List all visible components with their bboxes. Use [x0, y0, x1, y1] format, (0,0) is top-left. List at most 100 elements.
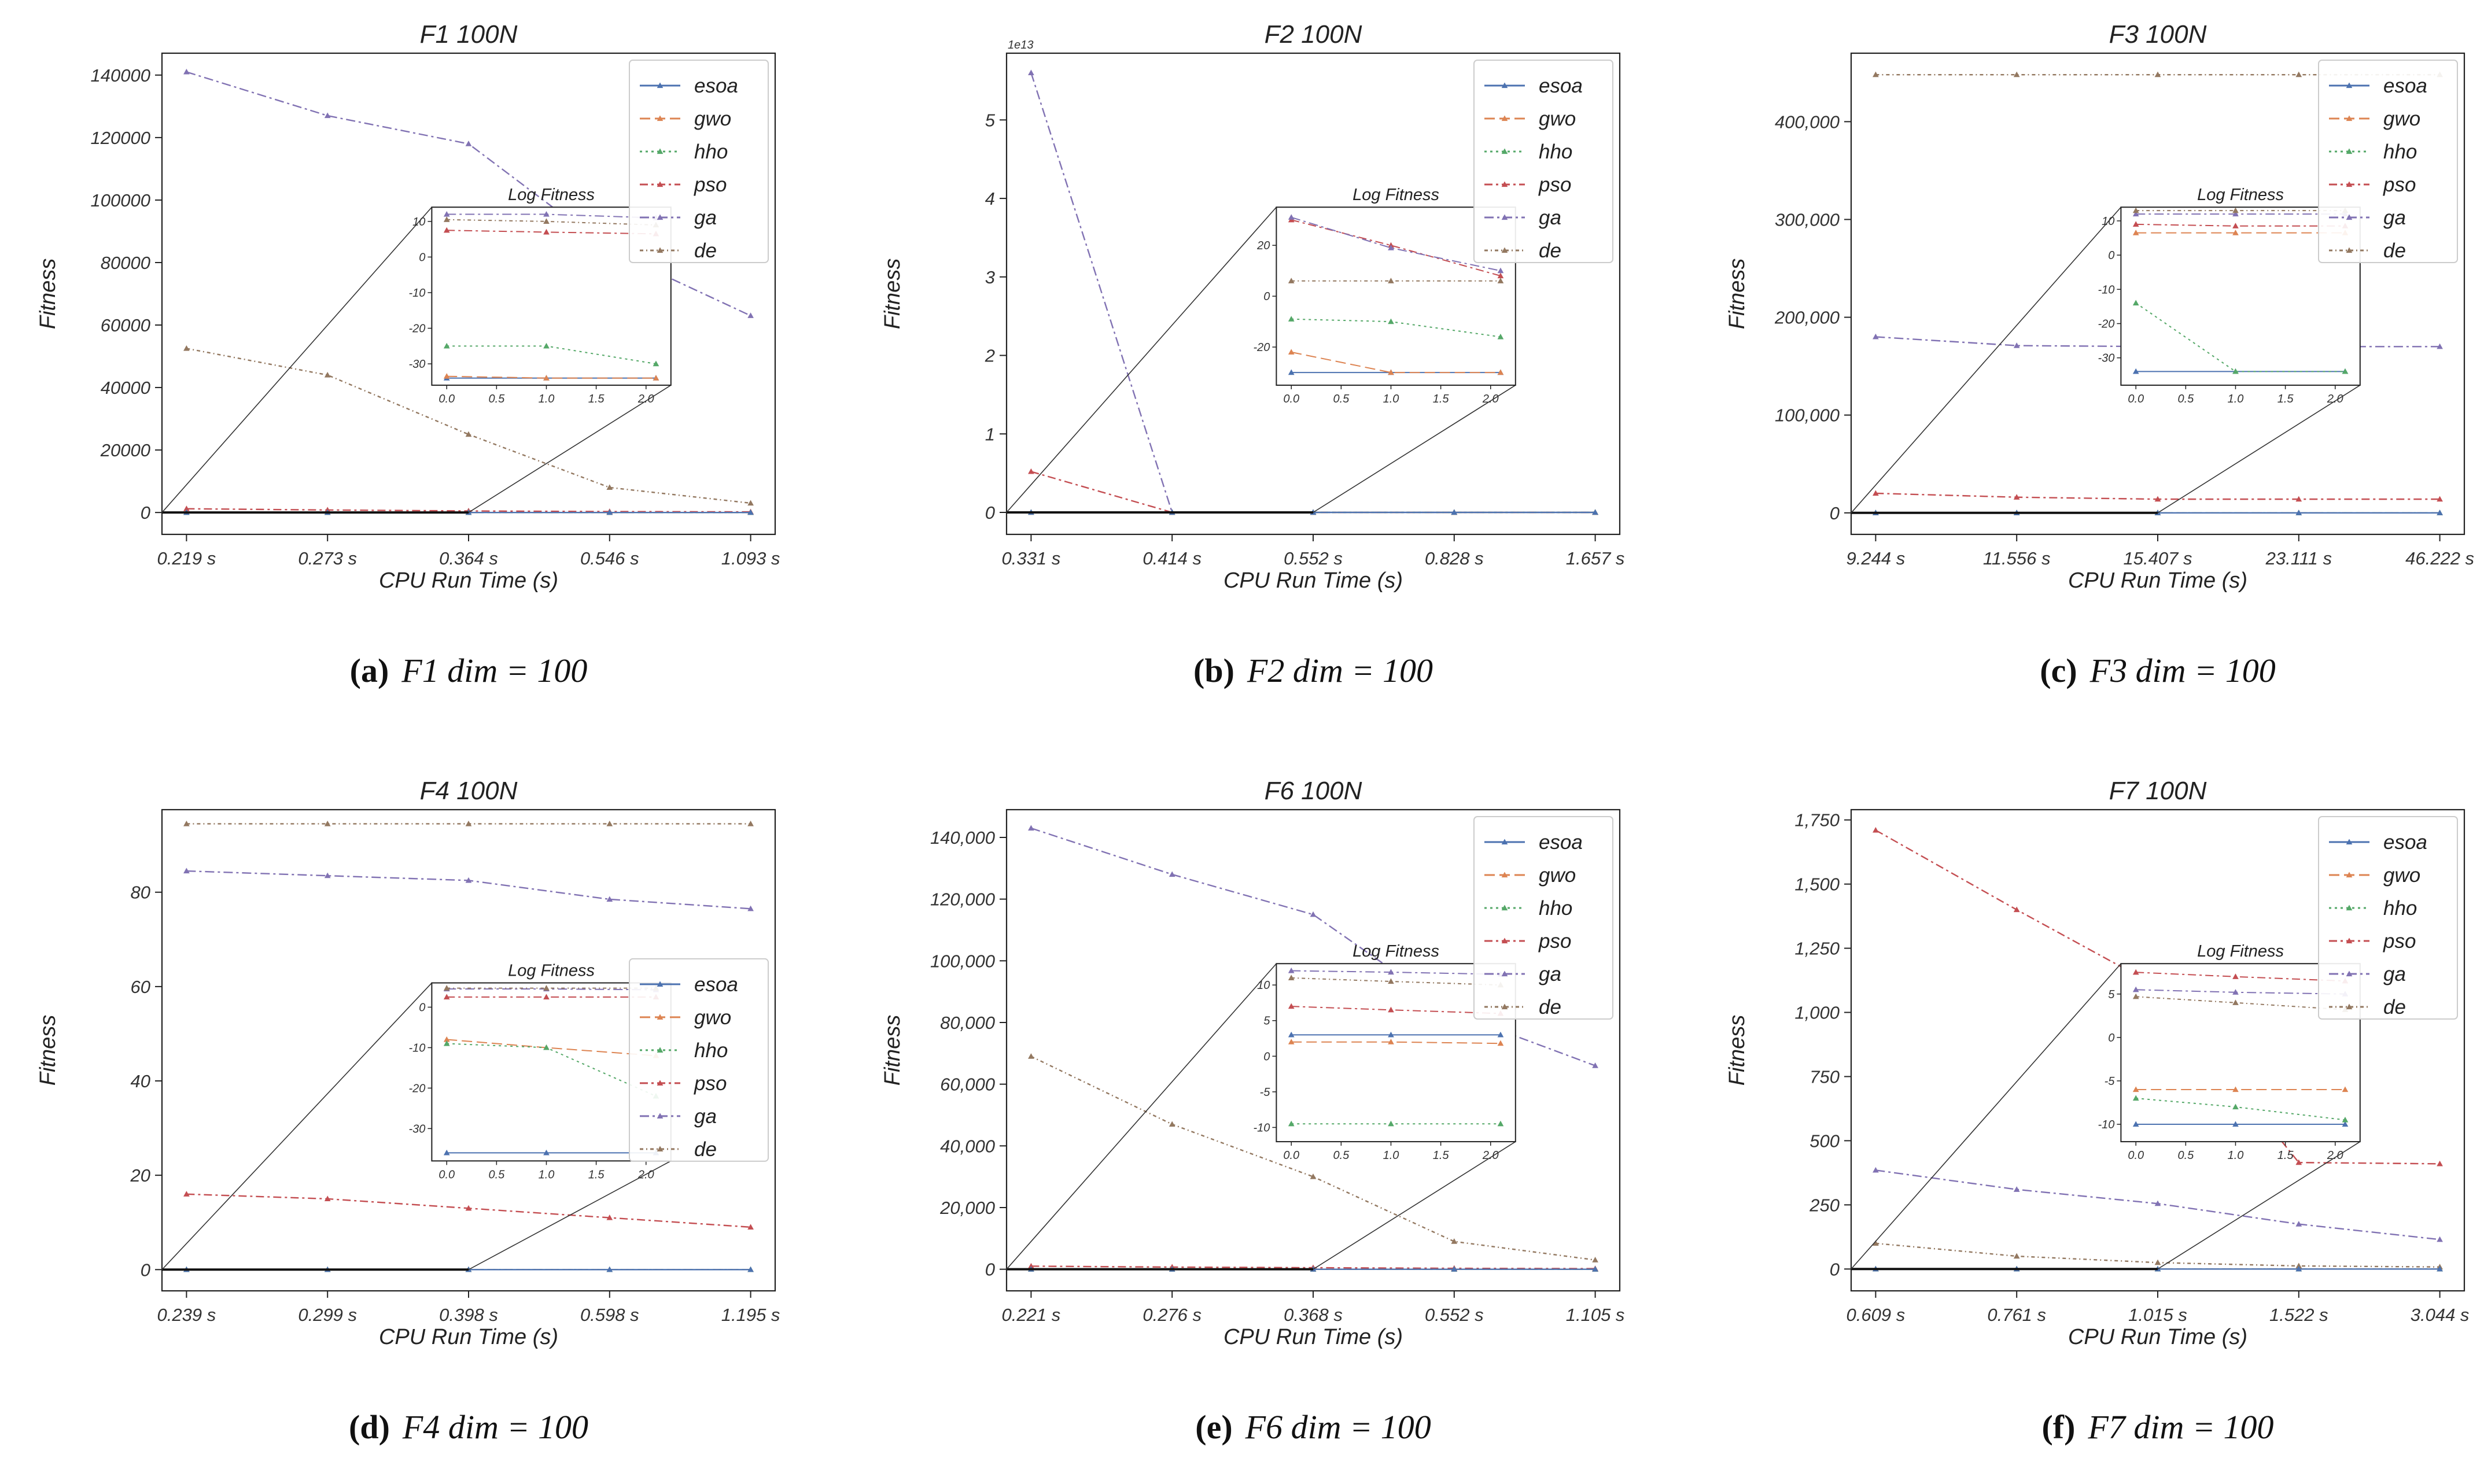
caption-text: F4 dim = 100: [402, 1408, 588, 1446]
chart-title: F7 100N: [2109, 777, 2207, 805]
inset-data-point-pso: [2132, 969, 2139, 975]
x-tick-label: 1.657 s: [1566, 548, 1625, 569]
inset-data-point-hho: [2232, 1103, 2239, 1110]
legend: esoa gwo hho pso ga de: [629, 958, 769, 1162]
data-point-esoa: [2295, 1265, 2302, 1272]
inset-y-tick-label: -30: [408, 1123, 425, 1135]
y-tick-label: 1,250: [1794, 939, 1840, 959]
data-point-ga: [2013, 342, 2020, 348]
subplot-4: F4 100N 0 20 40 60 80 0.239 s 0.299 s 0.398 s 0.5…: [36, 777, 780, 1446]
zoom-connector: [1313, 385, 1516, 513]
legend-marker-de: [657, 1146, 664, 1152]
caption-text: F1 dim = 100: [401, 652, 587, 689]
legend-label-pso: pso: [694, 173, 727, 196]
inset-data-point-hho: [2132, 1095, 2139, 1101]
y-tick-label: 0: [1830, 503, 1840, 523]
data-point-ga: [2295, 1221, 2302, 1227]
legend-label-esoa: esoa: [1539, 831, 1583, 854]
legend-marker-gwo: [2346, 872, 2353, 878]
x-tick-label: 46.222 s: [2405, 548, 2474, 569]
inset-data-point-gwo: [443, 373, 450, 379]
inset-x-tick-label: 0.5: [1333, 1149, 1350, 1162]
y-tick-label: 1: [985, 424, 995, 444]
legend-label-de: de: [1539, 239, 1561, 262]
inset-data-point-de: [2232, 999, 2239, 1005]
inset-y-tick-label: -30: [2098, 352, 2114, 365]
inset-x-tick-label: 0.0: [438, 1168, 455, 1181]
inset-y-tick-label: 20: [1256, 239, 1270, 252]
inset-data-point-esoa: [543, 1149, 550, 1156]
legend-label-pso: pso: [694, 1072, 727, 1095]
data-point-de: [1310, 1173, 1317, 1179]
x-axis-label: CPU Run Time (s): [1223, 1325, 1403, 1349]
inset-data-point-hho: [443, 1040, 450, 1046]
inset-data-point-de: [543, 218, 550, 224]
inset-y-tick-label: 10: [412, 216, 425, 228]
legend-marker-ga: [1501, 214, 1508, 220]
inset-data-point-de: [2232, 207, 2239, 213]
inset-data-point-pso: [1288, 1003, 1295, 1009]
data-point-ga: [2013, 1186, 2020, 1192]
subfigure-caption: (c) F3 dim = 100: [2040, 652, 2275, 689]
inset-x-tick-label: 0.0: [2128, 1149, 2144, 1162]
inset-x-tick-label: 2.0: [637, 393, 654, 405]
legend-marker-de: [1501, 1003, 1508, 1010]
y-tick-label: 20: [130, 1165, 150, 1186]
inset-data-point-gwo: [653, 375, 659, 381]
data-point-ga: [1592, 1062, 1598, 1068]
legend-label-hho: hho: [1539, 897, 1572, 920]
inset-y-tick-label: 0: [2108, 1032, 2114, 1044]
y-tick-label: 250: [1809, 1195, 1840, 1215]
inset-data-point-hho: [543, 342, 550, 349]
data-point-pso: [1873, 490, 1879, 496]
x-tick-label: 0.299 s: [298, 1305, 357, 1325]
inset-data-point-de: [1288, 974, 1295, 980]
y-axis-label: Fitness: [1725, 259, 1749, 329]
chart-title: F2 100N: [1265, 20, 1362, 49]
y-axis-label: Fitness: [1725, 1015, 1749, 1086]
inset-data-point-ga: [2232, 989, 2239, 995]
inset-data-point-pso: [1388, 1006, 1394, 1013]
legend-label-pso: pso: [1538, 930, 1571, 953]
legend-label-hho: hho: [694, 141, 728, 163]
inset-data-point-esoa: [1497, 1031, 1504, 1038]
x-tick-label: 0.414 s: [1143, 548, 1202, 569]
subfigure-caption: (f) F7 dim = 100: [2041, 1408, 2273, 1446]
inset-data-point-gwo: [1388, 1039, 1394, 1044]
x-tick-label: 0.368 s: [1284, 1305, 1343, 1325]
inset-data-point-pso: [543, 994, 550, 1000]
y-tick-label: 750: [1809, 1066, 1840, 1087]
inset-data-point-gwo: [2132, 230, 2139, 235]
zoom-connector: [1006, 963, 1277, 1270]
x-tick-label: 0.239 s: [157, 1305, 216, 1325]
caption-letter: (e): [1195, 1408, 1232, 1446]
data-point-de: [747, 500, 754, 506]
legend-marker-pso: [2346, 937, 2353, 944]
y-tick-label: 100,000: [930, 951, 995, 971]
caption-text: F6 dim = 100: [1245, 1408, 1431, 1446]
inset-title: Log Fitness: [1352, 942, 1439, 961]
legend-label-hho: hho: [2383, 141, 2417, 163]
legend-marker-de: [657, 247, 664, 253]
inset-data-point-pso: [443, 227, 450, 233]
legend-label-gwo: gwo: [694, 1006, 731, 1029]
legend-marker-ga: [2346, 214, 2353, 220]
y-axis-label: Fitness: [880, 1015, 905, 1086]
inset-title: Log Fitness: [2197, 942, 2284, 961]
legend-label-gwo: gwo: [2383, 108, 2420, 130]
inset-title: Log Fitness: [2197, 186, 2284, 204]
x-tick-label: 0.398 s: [439, 1305, 498, 1325]
data-point-de: [2013, 1253, 2020, 1259]
y-tick-label: 60: [131, 977, 150, 997]
data-point-pso: [1028, 468, 1034, 474]
zoom-connector: [1851, 206, 2121, 514]
x-tick-label: 1.195 s: [721, 1305, 780, 1325]
series-line-ga: [1031, 827, 1596, 1066]
y-tick-label: 200,000: [1774, 308, 1840, 328]
inset-x-tick-label: 2.0: [637, 1168, 654, 1181]
data-point-de: [1028, 1053, 1034, 1059]
zoom-connector: [2157, 1141, 2361, 1269]
inset-data-point-gwo: [2232, 230, 2239, 235]
inset-data-point-de: [543, 985, 550, 991]
data-point-ga: [747, 905, 754, 911]
